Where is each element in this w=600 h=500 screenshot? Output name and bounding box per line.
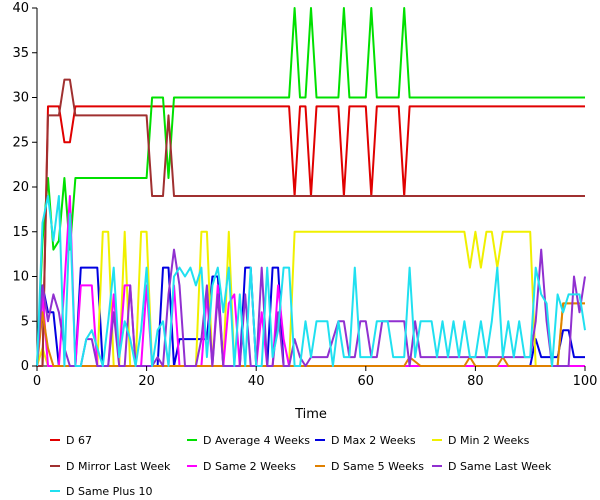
series-line-d-average-4-weeks [36,7,585,367]
legend-label: D Max 2 Weeks [331,433,416,447]
legend-swatch [187,439,197,441]
legend-label: D Same 5 Weeks [331,459,425,473]
legend-swatch [50,490,60,492]
ticks: 0 20 40 60 80 100 0 5 10 15 20 25 30 35 40 [12,1,597,389]
legend-item: D Average 4 Weeks [187,431,310,449]
legend-swatch [432,465,442,467]
legend-item: D 67 [50,431,92,449]
legend-label: D Mirror Last Week [66,459,171,473]
legend-label: D Average 4 Weeks [203,433,310,447]
y-tick-label: 30 [12,91,29,106]
y-tick-label: 25 [12,135,29,150]
line-chart: 0 20 40 60 80 100 0 5 10 15 20 25 30 35 40 Time [12,1,598,422]
x-tick-label: 100 [573,374,598,389]
legend-item: D Same Last Week [432,457,551,475]
legend-label: D Min 2 Weeks [448,433,530,447]
legend-item: D Mirror Last Week [50,457,170,475]
legend-label: D Same Last Week [448,459,552,473]
legend-swatch [50,465,60,467]
legend-swatch [315,439,325,441]
x-tick-label: 80 [467,374,484,389]
x-tick-label: 40 [248,374,265,389]
series-line-d-mirror-last-week [37,78,585,367]
legend-item: D Same Plus 10 [50,482,153,500]
legend-item: D Min 2 Weeks [432,431,529,449]
x-axis-title: Time [294,407,327,422]
y-tick-label: 40 [12,1,29,16]
legend-label: D 67 [66,433,92,447]
y-tick-label: 5 [21,314,29,329]
legend-item: D Same 2 Weeks [187,457,296,475]
series-line-d-same-plus-10 [36,195,586,367]
y-tick-label: 0 [21,359,29,374]
legend-item: D Max 2 Weeks [315,431,416,449]
series-layer [36,7,586,367]
x-tick-label: 0 [33,374,41,389]
legend-label: D Same 2 Weeks [203,459,297,473]
legend: D 67 D Average 4 Weeks D Max 2 Weeks D Min … [0,428,600,500]
y-tick-label: 20 [12,180,29,195]
y-tick-label: 15 [12,225,29,240]
legend-swatch [315,465,325,467]
y-tick-label: 10 [12,270,29,285]
y-tick-label: 35 [12,46,29,61]
legend-swatch [187,465,197,467]
legend-swatch [432,439,442,441]
x-tick-label: 20 [138,374,155,389]
legend-item: D Same 5 Weeks [315,457,424,475]
legend-label: D Same Plus 10 [66,484,153,498]
legend-swatch [50,439,60,441]
x-tick-label: 60 [358,374,375,389]
